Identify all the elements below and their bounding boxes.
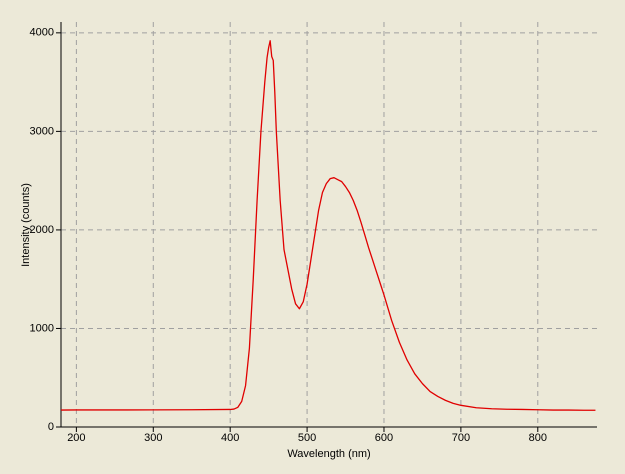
y-axis-label: Intensity (counts) (20, 183, 32, 267)
x-tick-label: 700 (452, 432, 470, 444)
y-tick-label: 4000 (30, 27, 54, 39)
x-axis-label: Wavelength (nm) (287, 448, 370, 460)
y-tick-label: 3000 (30, 125, 54, 137)
x-tick-label: 400 (221, 432, 239, 444)
x-tick-label: 800 (529, 432, 547, 444)
x-tick-label: 600 (375, 432, 393, 444)
x-tick-label: 500 (298, 432, 316, 444)
y-tick-label: 0 (48, 421, 54, 433)
x-tick-label: 200 (67, 432, 85, 444)
y-tick-label: 2000 (30, 224, 54, 236)
x-tick-label: 300 (144, 432, 162, 444)
spectrum-line (60, 40, 596, 411)
y-tick-label: 1000 (30, 322, 54, 334)
